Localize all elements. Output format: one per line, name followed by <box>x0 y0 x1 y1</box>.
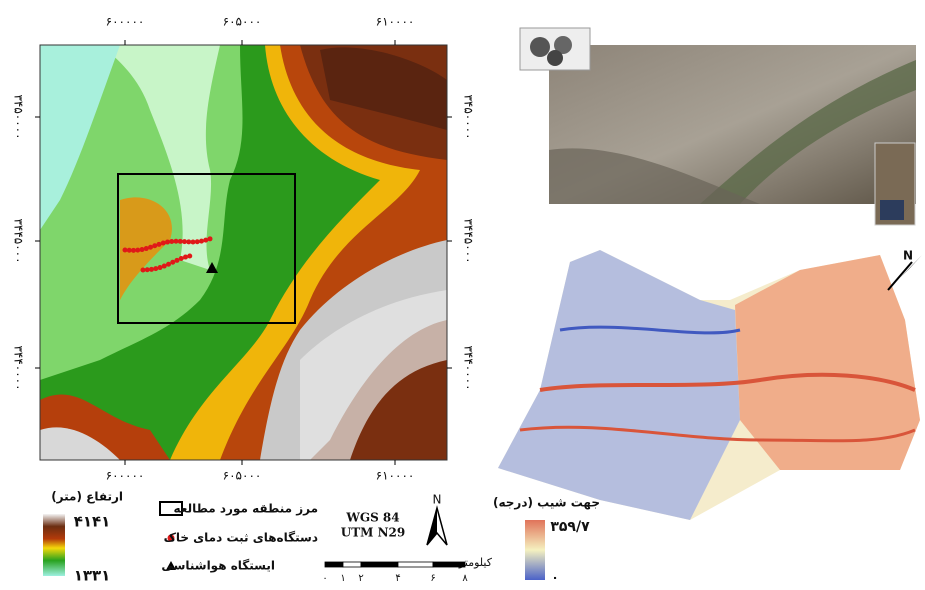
right-tick-label: ۳۴۴۵۰۰۰ <box>462 218 476 263</box>
left-tick-label: ۳۴۵۰۰۰۰ <box>12 94 26 139</box>
elevation-max: ۴۱۴۱ <box>74 513 111 531</box>
scale-bar: ۰ ۱ ۲ ۴ ۶ ۸ <box>322 561 468 584</box>
boundary-label: مرز منطقه مورد مطالعه <box>174 502 318 517</box>
station-label: ایستگاه هواشناسی <box>161 559 275 574</box>
scale-segment <box>342 561 362 568</box>
scale-tick-label: ۶ <box>430 573 435 584</box>
surface-north: N <box>903 249 913 263</box>
logger <box>122 247 128 253</box>
scale-tick-label: ۴ <box>395 573 400 584</box>
soil-loggers <box>122 236 213 273</box>
logger <box>148 244 153 250</box>
map-frame <box>39 44 448 461</box>
right-tick-label: ۳۴۴۰۰۰۰ <box>462 345 476 390</box>
logger <box>139 247 145 253</box>
logger <box>182 239 187 245</box>
north-label: N <box>433 493 442 507</box>
logger <box>126 247 132 253</box>
aspect-title: جهت شیب (درجه) <box>493 496 600 510</box>
logger <box>143 246 149 252</box>
logger <box>207 236 213 242</box>
logger <box>131 247 136 253</box>
scale-segment <box>324 561 344 568</box>
logger-symbol <box>167 534 175 542</box>
slope-shadow <box>549 148 760 204</box>
datum: WGS 84 <box>345 511 399 525</box>
boundary-symbol <box>159 501 183 516</box>
logger <box>173 238 179 244</box>
scale-tick-label: ۲ <box>358 573 363 584</box>
logger <box>166 261 171 267</box>
logger-label: دستگاه‌های ثبت دمای خاک <box>164 531 318 545</box>
station-symbol <box>166 561 176 570</box>
valley <box>700 60 916 204</box>
left-tick-label: ۳۴۴۵۰۰۰ <box>12 218 26 263</box>
logger <box>178 256 184 262</box>
scale-segment <box>397 561 434 568</box>
elevation-min: ۱۳۳۱ <box>74 567 111 585</box>
scale-unit: کیلومتر <box>458 556 493 569</box>
aspect-ramp <box>525 520 545 580</box>
projection: UTM N29 <box>341 526 406 540</box>
logger <box>160 240 166 246</box>
logger <box>199 238 204 244</box>
elevation-map <box>40 45 447 460</box>
scale-tick-label: ۸ <box>462 573 468 584</box>
logger <box>135 247 141 253</box>
map-ticks: ۶۰۰۰۰۰ ۶۰۰۰۰۰ ۶۰۵۰۰۰ ۶۰۵۰۰۰ ۶۱۰۰۰۰ ۶۱۰۰۰۰ ۳۴۵۰… <box>12 15 476 483</box>
logger <box>170 259 176 265</box>
top-tick-label: ۶۰۰۰۰۰ <box>106 15 145 29</box>
scale-tick-label: ۱ <box>340 573 345 584</box>
logger <box>186 239 192 245</box>
logger <box>183 254 188 260</box>
logger <box>144 267 150 273</box>
logger <box>177 238 183 244</box>
logger <box>161 263 167 269</box>
logger <box>174 257 180 263</box>
left-tick-label: ۳۴۴۰۰۰۰ <box>12 345 26 390</box>
aspect-min: ۰ <box>551 571 558 585</box>
logger <box>153 266 159 272</box>
elevation-ramp <box>43 514 65 576</box>
logger <box>190 239 196 245</box>
logger <box>194 239 200 245</box>
logger <box>187 253 193 259</box>
study-boundary <box>117 173 296 324</box>
logger <box>169 238 175 244</box>
logger <box>156 241 162 247</box>
logger <box>149 266 154 272</box>
logger <box>203 237 209 243</box>
bottom-tick-label: ۶۱۰۰۰۰ <box>376 469 415 483</box>
logger <box>140 267 146 273</box>
bottom-tick-label: ۶۰۵۰۰۰ <box>223 469 262 483</box>
logger <box>152 243 158 249</box>
weather-station <box>206 262 218 273</box>
aspect-max: ۳۵۹/۷ <box>550 519 590 535</box>
right-tick-label: ۳۴۵۰۰۰۰ <box>462 94 476 139</box>
scale-segment <box>360 561 399 568</box>
elevation-title: ارتفاع (متر) <box>51 490 123 504</box>
logger <box>165 239 170 245</box>
logger <box>157 265 163 271</box>
scale-segment <box>432 561 466 568</box>
bottom-tick-label: ۶۰۰۰۰۰ <box>106 469 145 483</box>
top-tick-label: ۶۱۰۰۰۰ <box>376 15 415 29</box>
scale-tick-label: ۰ <box>322 573 327 584</box>
top-tick-label: ۶۰۵۰۰۰ <box>223 15 262 29</box>
